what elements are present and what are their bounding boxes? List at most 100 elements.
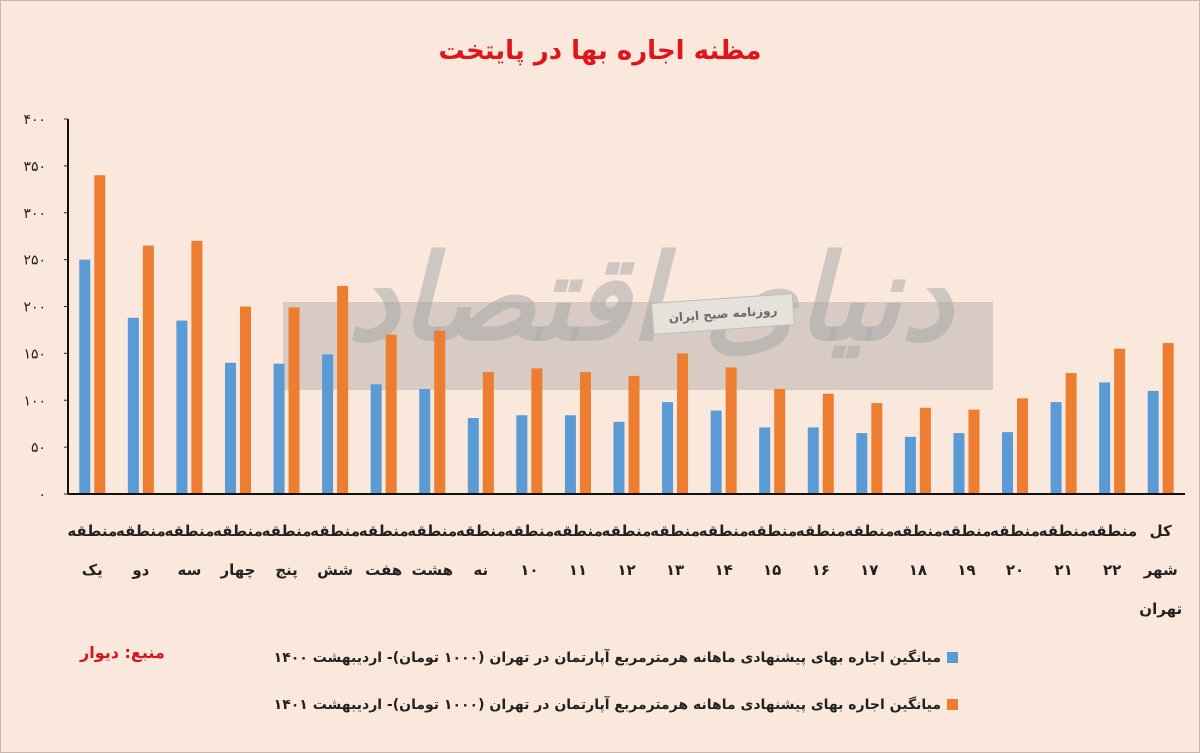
bar-1400 [662, 402, 674, 494]
bar-1401 [191, 240, 203, 494]
bar-1401 [385, 334, 397, 494]
bar-1400 [1099, 382, 1111, 494]
x-tick-label: منطقه [699, 522, 749, 540]
x-tick-label: کل [1150, 522, 1172, 540]
bar-1400 [710, 410, 722, 494]
bar-1400 [79, 259, 91, 494]
bar-1401 [628, 375, 640, 494]
watermark-band [283, 302, 993, 390]
bar-1401 [142, 245, 154, 494]
x-tick-label: منطقه [1039, 522, 1089, 540]
x-tick-label: منطقه [796, 522, 846, 540]
bar-1401 [1114, 348, 1126, 494]
bar-1401 [239, 306, 251, 494]
bar-1401 [1017, 398, 1029, 494]
x-tick-label: پنج [275, 561, 298, 580]
bar-1400 [759, 427, 771, 494]
legend-item-1400: میانگین اجاره بهای پیشنهادی ماهانه هرمتر… [274, 650, 958, 666]
x-tick-label: منطقه [67, 522, 117, 540]
bar-1400 [613, 421, 625, 494]
y-tick-label: ۳۵۰ [23, 159, 46, 175]
legend-item-1401: میانگین اجاره بهای پیشنهادی ماهانه هرمتر… [274, 697, 958, 713]
bar-1401 [871, 403, 883, 494]
legend-label-1401: میانگین اجاره بهای پیشنهادی ماهانه هرمتر… [273, 697, 941, 713]
bar-1400 [419, 389, 431, 494]
bar-1401 [822, 393, 834, 494]
bar-1400 [467, 418, 479, 494]
bar-1400 [176, 320, 188, 494]
bar-1400 [1050, 402, 1062, 494]
bar-1401 [1162, 343, 1174, 494]
x-tick-label: هفت [365, 561, 402, 579]
x-tick-label: منطقه [602, 522, 652, 540]
x-tick-label: ۱۴ [714, 561, 732, 579]
x-tick-label: منطقه [990, 522, 1040, 540]
bar-1401 [434, 330, 446, 494]
bar-1400 [1002, 432, 1014, 494]
x-tick-label: منطقه [213, 522, 263, 540]
x-tick-label: ۲۱ [1054, 561, 1072, 579]
x-tick-label: چهار [219, 561, 255, 580]
bar-1400 [953, 433, 965, 494]
y-tick-label: ۱۰۰ [23, 393, 46, 409]
bar-1401 [774, 389, 786, 494]
y-tick-label: ۲۵۰ [23, 253, 46, 269]
bar-1400 [1147, 390, 1159, 494]
x-tick-label: منطقه [650, 522, 700, 540]
bar-1400 [807, 427, 819, 494]
x-tick-label: منطقه [116, 522, 166, 540]
legend-swatch-1400 [947, 652, 958, 663]
bar-1400 [904, 436, 916, 494]
x-tick-label: منطقه [164, 522, 214, 540]
bar-1400 [322, 354, 334, 494]
legend-label-1400: میانگین اجاره بهای پیشنهادی ماهانه هرمتر… [273, 650, 941, 666]
bar-1401 [968, 409, 980, 494]
y-tick-label: ۱۵۰ [23, 346, 46, 362]
y-tick-label: ۳۰۰ [23, 206, 46, 222]
y-tick-label: ۴۰۰ [23, 112, 46, 128]
bar-1401 [919, 407, 931, 494]
watermark-logo: دنیای اقتصاد [346, 228, 954, 367]
x-tick-label: ۱۵ [763, 561, 781, 579]
bar-1400 [370, 384, 382, 494]
x-tick-label: ۱۶ [812, 561, 830, 579]
bar-1401 [94, 175, 106, 494]
bar-1400 [127, 317, 139, 494]
x-tick-label: منطقه [844, 522, 894, 540]
source-label: منبع: دیوار [80, 643, 165, 662]
x-tick-label: ۱۰ [520, 561, 538, 579]
x-tick-label: منطقه [941, 522, 991, 540]
x-tick-label: منطقه [504, 522, 554, 540]
bar-1401 [288, 307, 300, 494]
x-tick-label: ۱۳ [666, 561, 684, 579]
x-tick-label: ۱۷ [860, 561, 878, 579]
x-tick-label: هشت [411, 561, 453, 579]
bar-1401 [337, 285, 349, 494]
bar-1401 [531, 368, 543, 494]
x-tick-label: ۱۸ [909, 561, 927, 579]
bar-1401 [579, 372, 591, 494]
x-tick-label: منطقه [262, 522, 312, 540]
x-tick-label: ۱۹ [957, 561, 975, 579]
x-tick-label: نه [473, 561, 488, 579]
x-tick-label: دو [131, 561, 149, 579]
x-tick-label: تهران [1139, 600, 1182, 618]
x-tick-label: منطقه [407, 522, 457, 540]
bar-1401 [677, 353, 689, 494]
y-tick-label: ۵۰ [31, 440, 46, 456]
x-tick-label: سه [177, 561, 201, 579]
x-tick-label: یک [82, 561, 103, 579]
x-tick-label: منطقه [1087, 522, 1137, 540]
y-tick-label: ۲۰۰ [23, 300, 46, 316]
bar-1401 [482, 372, 494, 494]
legend-swatch-1401 [947, 699, 958, 710]
x-tick-label: منطقه [359, 522, 409, 540]
x-tick-label: ۱۲ [617, 561, 635, 579]
x-tick-label: منطقه [553, 522, 603, 540]
x-tick-label: منطقه [893, 522, 943, 540]
bar-1400 [856, 433, 868, 494]
chart-title: مظنه اجاره بها در پایتخت [438, 36, 762, 66]
x-tick-label: ۱۱ [569, 561, 587, 579]
x-tick-label: منطقه [456, 522, 506, 540]
